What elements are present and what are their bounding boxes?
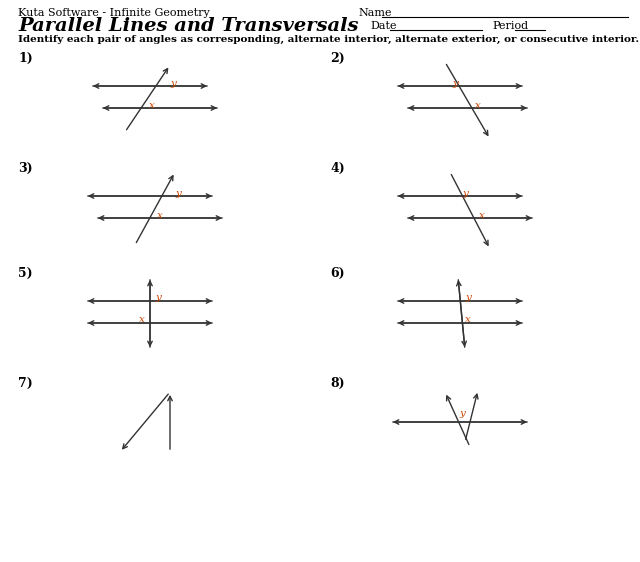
Text: Period: Period xyxy=(492,21,528,31)
Text: y: y xyxy=(465,293,471,302)
Text: 2): 2) xyxy=(330,52,345,65)
Text: Date: Date xyxy=(370,21,397,31)
Text: y: y xyxy=(170,79,176,88)
Text: y: y xyxy=(175,188,181,197)
Text: 6): 6) xyxy=(330,267,344,280)
Text: Parallel Lines and Transversals: Parallel Lines and Transversals xyxy=(18,17,358,35)
Text: y: y xyxy=(459,410,465,419)
Text: Name: Name xyxy=(358,8,392,18)
Text: x: x xyxy=(139,315,145,324)
Text: 4): 4) xyxy=(330,162,345,175)
Text: Kuta Software - Infinite Geometry: Kuta Software - Infinite Geometry xyxy=(18,8,210,18)
Text: y: y xyxy=(452,79,458,88)
Text: 1): 1) xyxy=(18,52,33,65)
Text: x: x xyxy=(479,211,485,220)
Text: 8): 8) xyxy=(330,377,344,390)
Text: x: x xyxy=(149,101,155,110)
Text: x: x xyxy=(465,315,471,324)
Text: y: y xyxy=(155,293,161,302)
Text: 7): 7) xyxy=(18,377,33,390)
Text: 5): 5) xyxy=(18,267,33,280)
Text: x: x xyxy=(157,211,163,220)
Text: Identify each pair of angles as corresponding, alternate interior, alternate ext: Identify each pair of angles as correspo… xyxy=(18,34,639,43)
Text: y: y xyxy=(462,188,468,197)
Text: 3): 3) xyxy=(18,162,33,175)
Text: x: x xyxy=(475,101,481,110)
